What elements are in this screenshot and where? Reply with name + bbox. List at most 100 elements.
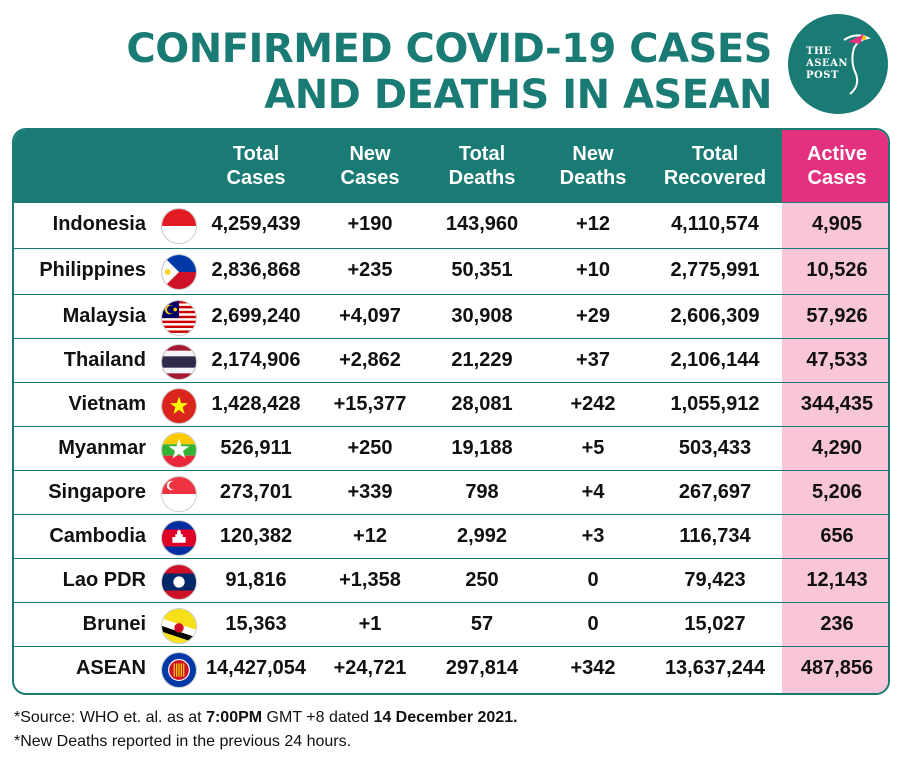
country-name: Indonesia	[52, 213, 146, 235]
new-deaths-cell: +10	[576, 259, 610, 281]
total-cases-cell: 2,699,240	[211, 305, 301, 327]
vietnam-flag-icon	[161, 388, 197, 424]
total-recovered-cell: 2,106,144	[670, 349, 760, 371]
total-recovered-cell: 2,775,991	[670, 259, 760, 281]
total-cases-cell: 2,174,906	[211, 349, 301, 371]
new-cases-cell: +24,721	[333, 657, 407, 679]
new-deaths-cell: 0	[587, 569, 599, 591]
asean-flag-icon	[161, 652, 197, 688]
total-cases-cell: 14,427,054	[205, 657, 307, 679]
new-deaths-cell: 0	[587, 613, 599, 635]
total-cases-cell: 4,259,439	[211, 213, 301, 235]
total-cases-cell: 91,816	[225, 569, 287, 591]
country-name: Lao PDR	[62, 569, 146, 591]
asean-post-logo: THE ASEAN POST	[788, 14, 888, 114]
total-cases-cell: 273,701	[219, 481, 293, 503]
country-name: Brunei	[82, 613, 146, 635]
total-cases-cell: 15,363	[225, 613, 287, 635]
new-cases-cell: +12	[353, 525, 387, 547]
logo-line-3: POST	[806, 70, 839, 81]
table-row: Cambodia 120,382 +12 2,992 +3 116,734 656	[14, 514, 888, 558]
total-recovered-cell: 15,027	[684, 613, 746, 635]
total-deaths-cell: 297,814	[445, 657, 519, 679]
total-recovered-cell: 4,110,574	[671, 213, 759, 235]
new-deaths-cell: +12	[576, 213, 610, 235]
total-deaths-cell: 2,992	[456, 525, 508, 547]
logo-line-2: ASEAN	[806, 58, 849, 69]
country-name: Cambodia	[49, 525, 146, 547]
table-row: Brunei 15,363 +1 57 0 15,027 236	[14, 602, 888, 646]
total-recovered-cell: 79,423	[684, 569, 746, 591]
thailand-flag-icon	[161, 344, 197, 380]
table-row: Thailand 2,174,906 +2,862 21,229 +37 2,106,14…	[14, 338, 888, 382]
active-cases-cell: 10,526	[806, 259, 868, 281]
active-cases-cell: 4,905	[811, 213, 863, 235]
new-deaths-cell: +4	[581, 481, 605, 503]
brunei-flag-icon	[161, 608, 197, 644]
total-recovered-cell: 2,606,309	[670, 305, 760, 327]
total-recovered-cell: 267,697	[678, 481, 752, 503]
country-name: Myanmar	[58, 437, 146, 459]
table-row: ASEAN 14,427,054 +24,721 297,814 +342 13,637,…	[14, 646, 888, 690]
table-row: Philippines 2,836,868 +235 50,351 +10 2,775,9…	[14, 248, 888, 292]
active-cases-cell: 344,435	[800, 393, 874, 415]
total-deaths-cell: 21,229	[451, 349, 513, 371]
new-deaths-cell: +29	[576, 305, 610, 327]
total-recovered-cell: 13,637,244	[664, 657, 766, 679]
new-cases-cell: +4,097	[339, 305, 401, 327]
title-line-1: CONFIRMED COVID-19 CASES	[126, 26, 772, 72]
active-cases-cell: 4,290	[811, 437, 863, 459]
total-deaths-cell: 143,960	[445, 213, 519, 235]
total-recovered-cell: 116,734	[679, 525, 751, 547]
total-cases-cell: 120,382	[219, 525, 293, 547]
country-name: Singapore	[48, 481, 146, 503]
country-name: Malaysia	[62, 305, 146, 327]
table-header	[14, 130, 888, 202]
active-cases-cell: 12,143	[806, 569, 868, 591]
active-cases-cell: 236	[820, 613, 854, 635]
header-active-cases: Active Cases	[782, 130, 888, 202]
bird-icon	[843, 34, 872, 95]
logo-line-1: THE	[806, 46, 833, 57]
country-name: Thailand	[63, 349, 146, 371]
covid-table: Total Cases New Cases Total Deaths New Death…	[12, 128, 890, 695]
header-new-deaths: New Deaths	[559, 143, 627, 189]
table-row: Lao PDR 91,816 +1,358 250 0 79,423 12,143	[14, 558, 888, 602]
page-title: CONFIRMED COVID-19 CASES AND DEATHS IN A…	[92, 26, 772, 118]
header-total-deaths: Total Deaths	[448, 143, 516, 189]
total-deaths-cell: 250	[465, 569, 499, 591]
active-cases-cell: 5,206	[811, 481, 863, 503]
deaths-note: *New Deaths reported in the previous 24 …	[14, 733, 352, 750]
new-deaths-cell: +37	[576, 349, 610, 371]
laos-flag-icon	[161, 564, 197, 600]
singapore-flag-icon	[161, 476, 197, 512]
malaysia-flag-icon	[161, 300, 197, 336]
country-name: Philippines	[39, 259, 146, 281]
total-recovered-cell: 1,055,912	[670, 393, 760, 415]
new-deaths-cell: +342	[570, 657, 616, 679]
source-note: *Source: WHO et. al. as at 7:00PM GMT +8…	[14, 709, 518, 726]
new-cases-cell: +339	[347, 481, 393, 503]
country-name: ASEAN	[75, 657, 146, 679]
indonesia-flag-icon	[161, 208, 197, 244]
active-cases-cell: 57,926	[806, 305, 868, 327]
total-cases-cell: 1,428,428	[211, 393, 301, 415]
total-recovered-cell: 503,433	[678, 437, 752, 459]
table-row: Myanmar 526,911 +250 19,188 +5 503,433 4,290	[14, 426, 888, 470]
active-cases-cell: 656	[820, 525, 854, 547]
table-row: Indonesia 4,259,439 +190 143,960 +12 4,110,57…	[14, 202, 888, 246]
total-deaths-cell: 19,188	[451, 437, 513, 459]
total-deaths-cell: 798	[465, 481, 499, 503]
table-row: Malaysia 2,699,240 +4,097 30,908 +29 2,606,30…	[14, 294, 888, 338]
total-deaths-cell: 57	[470, 613, 494, 635]
header-total-cases: Total Cases	[226, 143, 286, 189]
total-deaths-cell: 28,081	[451, 393, 513, 415]
new-deaths-cell: +3	[581, 525, 605, 547]
philippines-flag-icon	[161, 254, 197, 290]
total-deaths-cell: 30,908	[451, 305, 513, 327]
footnotes: *Source: WHO et. al. as at 7:00PM GMT +8…	[14, 706, 518, 754]
active-cases-column	[782, 130, 888, 693]
header-new-cases: New Cases	[340, 143, 400, 189]
new-cases-cell: +235	[347, 259, 393, 281]
table-row: Singapore 273,701 +339 798 +4 267,697 5,206	[14, 470, 888, 514]
